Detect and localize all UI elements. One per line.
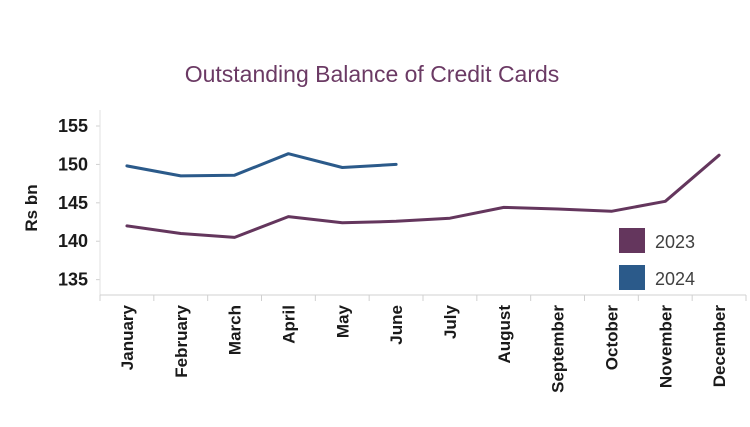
x-tick-label: December [710, 305, 729, 388]
y-tick-label: 155 [58, 116, 88, 136]
x-tick-label: January [118, 304, 137, 370]
series-lines [125, 152, 721, 239]
legend-label-2024: 2024 [655, 269, 695, 289]
series-line-2024 [125, 152, 398, 178]
y-tick-label: 150 [58, 154, 88, 174]
x-tick-label: March [226, 305, 245, 355]
y-axis-label: Rs bn [22, 184, 41, 231]
x-tick-label: August [495, 305, 514, 364]
x-tick-label: September [549, 305, 568, 393]
x-tick-label: November [656, 305, 675, 389]
axes: 135 140 145 150 155 January February March April… [58, 110, 747, 393]
x-tick-label: October [602, 305, 621, 371]
legend-swatch-2023 [619, 228, 645, 253]
chart-title: Outstanding Balance of Credit Cards [185, 61, 560, 87]
x-tick-label: February [172, 304, 191, 377]
legend-swatch-2024 [619, 265, 645, 290]
x-tick-label: April [279, 305, 298, 344]
y-tick-label: 135 [58, 270, 88, 290]
series-line-2023 [125, 153, 721, 239]
x-tick-label: May [333, 304, 352, 338]
y-tick-label: 140 [58, 231, 88, 251]
x-tick-label: June [387, 305, 406, 345]
legend-label-2023: 2023 [655, 232, 695, 252]
x-tick-label: July [441, 304, 460, 339]
y-tick-label: 145 [58, 193, 88, 213]
legend: 2023 2024 [619, 228, 695, 290]
